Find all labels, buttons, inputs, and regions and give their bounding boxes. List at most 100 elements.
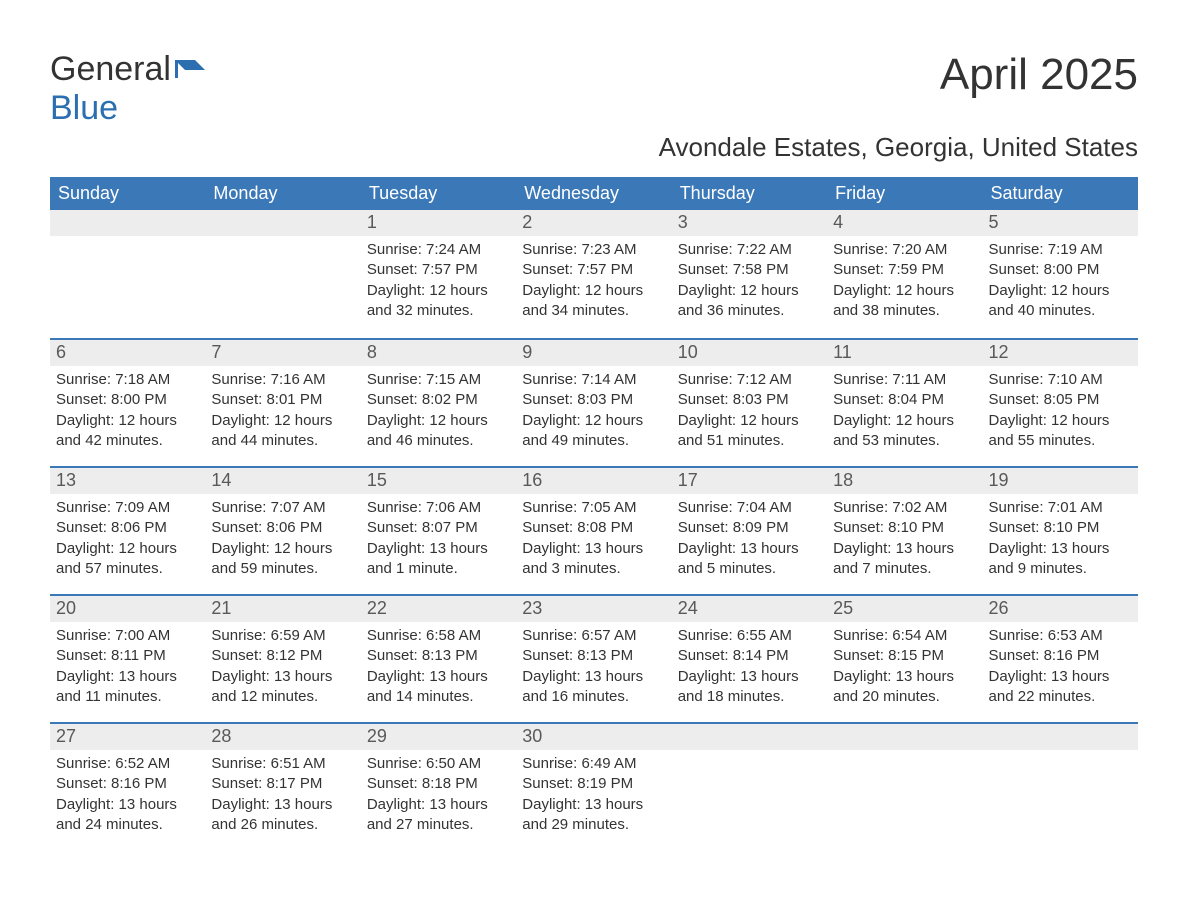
day-body: Sunrise: 7:06 AMSunset: 8:07 PMDaylight:…: [361, 494, 516, 589]
day-header: Monday: [205, 177, 360, 210]
daylight-text: Daylight: 13 hours and 16 minutes.: [522, 667, 665, 708]
day-number: 15: [361, 468, 516, 494]
day-cell: 24Sunrise: 6:55 AMSunset: 8:14 PMDayligh…: [672, 596, 827, 722]
sunset-text: Sunset: 8:05 PM: [989, 390, 1132, 410]
day-cell: 21Sunrise: 6:59 AMSunset: 8:12 PMDayligh…: [205, 596, 360, 722]
week-row: 6Sunrise: 7:18 AMSunset: 8:00 PMDaylight…: [50, 338, 1138, 466]
sunrise-text: Sunrise: 6:53 AM: [989, 626, 1132, 646]
sunset-text: Sunset: 8:11 PM: [56, 646, 199, 666]
day-body: Sunrise: 6:53 AMSunset: 8:16 PMDaylight:…: [983, 622, 1138, 717]
day-body: Sunrise: 6:54 AMSunset: 8:15 PMDaylight:…: [827, 622, 982, 717]
day-body: Sunrise: 7:18 AMSunset: 8:00 PMDaylight:…: [50, 366, 205, 461]
day-body: Sunrise: 7:01 AMSunset: 8:10 PMDaylight:…: [983, 494, 1138, 589]
day-header: Thursday: [672, 177, 827, 210]
day-number: 5: [983, 210, 1138, 236]
sunrise-text: Sunrise: 7:02 AM: [833, 498, 976, 518]
sunset-text: Sunset: 7:58 PM: [678, 260, 821, 280]
daylight-text: Daylight: 12 hours and 46 minutes.: [367, 411, 510, 452]
calendar-header-row: SundayMondayTuesdayWednesdayThursdayFrid…: [50, 177, 1138, 210]
sunset-text: Sunset: 8:14 PM: [678, 646, 821, 666]
day-body: Sunrise: 6:55 AMSunset: 8:14 PMDaylight:…: [672, 622, 827, 717]
day-cell: [983, 724, 1138, 850]
day-number: 28: [205, 724, 360, 750]
daylight-text: Daylight: 13 hours and 14 minutes.: [367, 667, 510, 708]
sunrise-text: Sunrise: 7:20 AM: [833, 240, 976, 260]
day-header: Tuesday: [361, 177, 516, 210]
day-number: 23: [516, 596, 671, 622]
daylight-text: Daylight: 12 hours and 42 minutes.: [56, 411, 199, 452]
sunset-text: Sunset: 8:16 PM: [989, 646, 1132, 666]
sunset-text: Sunset: 8:09 PM: [678, 518, 821, 538]
day-body: Sunrise: 7:12 AMSunset: 8:03 PMDaylight:…: [672, 366, 827, 461]
day-cell: 19Sunrise: 7:01 AMSunset: 8:10 PMDayligh…: [983, 468, 1138, 594]
day-number: 14: [205, 468, 360, 494]
sunset-text: Sunset: 8:00 PM: [56, 390, 199, 410]
day-body: Sunrise: 7:05 AMSunset: 8:08 PMDaylight:…: [516, 494, 671, 589]
sunrise-text: Sunrise: 6:49 AM: [522, 754, 665, 774]
sunrise-text: Sunrise: 7:12 AM: [678, 370, 821, 390]
day-body: Sunrise: 7:15 AMSunset: 8:02 PMDaylight:…: [361, 366, 516, 461]
day-number: 21: [205, 596, 360, 622]
day-cell: 13Sunrise: 7:09 AMSunset: 8:06 PMDayligh…: [50, 468, 205, 594]
daylight-text: Daylight: 13 hours and 29 minutes.: [522, 795, 665, 836]
daylight-text: Daylight: 12 hours and 51 minutes.: [678, 411, 821, 452]
sunset-text: Sunset: 7:57 PM: [367, 260, 510, 280]
sunrise-text: Sunrise: 7:18 AM: [56, 370, 199, 390]
daylight-text: Daylight: 13 hours and 12 minutes.: [211, 667, 354, 708]
day-number: 27: [50, 724, 205, 750]
month-title: April 2025: [940, 50, 1138, 100]
day-body: Sunrise: 7:09 AMSunset: 8:06 PMDaylight:…: [50, 494, 205, 589]
day-cell: [50, 210, 205, 338]
day-body: Sunrise: 7:19 AMSunset: 8:00 PMDaylight:…: [983, 236, 1138, 331]
daylight-text: Daylight: 12 hours and 40 minutes.: [989, 281, 1132, 322]
day-body: Sunrise: 7:10 AMSunset: 8:05 PMDaylight:…: [983, 366, 1138, 461]
day-body: Sunrise: 6:59 AMSunset: 8:12 PMDaylight:…: [205, 622, 360, 717]
day-cell: 6Sunrise: 7:18 AMSunset: 8:00 PMDaylight…: [50, 340, 205, 466]
sunrise-text: Sunrise: 7:23 AM: [522, 240, 665, 260]
daylight-text: Daylight: 13 hours and 20 minutes.: [833, 667, 976, 708]
day-body: Sunrise: 7:14 AMSunset: 8:03 PMDaylight:…: [516, 366, 671, 461]
daylight-text: Daylight: 12 hours and 34 minutes.: [522, 281, 665, 322]
empty-day-bar: [50, 210, 205, 236]
day-number: 1: [361, 210, 516, 236]
day-number: 11: [827, 340, 982, 366]
sunset-text: Sunset: 8:12 PM: [211, 646, 354, 666]
sunrise-text: Sunrise: 6:59 AM: [211, 626, 354, 646]
sunset-text: Sunset: 8:15 PM: [833, 646, 976, 666]
sunset-text: Sunset: 8:10 PM: [989, 518, 1132, 538]
day-cell: 4Sunrise: 7:20 AMSunset: 7:59 PMDaylight…: [827, 210, 982, 338]
sunrise-text: Sunrise: 7:05 AM: [522, 498, 665, 518]
day-header: Saturday: [983, 177, 1138, 210]
sunrise-text: Sunrise: 7:00 AM: [56, 626, 199, 646]
day-cell: 26Sunrise: 6:53 AMSunset: 8:16 PMDayligh…: [983, 596, 1138, 722]
week-row: 27Sunrise: 6:52 AMSunset: 8:16 PMDayligh…: [50, 722, 1138, 850]
day-number: 3: [672, 210, 827, 236]
day-body: Sunrise: 6:52 AMSunset: 8:16 PMDaylight:…: [50, 750, 205, 845]
day-number: 19: [983, 468, 1138, 494]
day-body: Sunrise: 7:07 AMSunset: 8:06 PMDaylight:…: [205, 494, 360, 589]
day-number: 7: [205, 340, 360, 366]
day-cell: 20Sunrise: 7:00 AMSunset: 8:11 PMDayligh…: [50, 596, 205, 722]
sunrise-text: Sunrise: 6:50 AM: [367, 754, 510, 774]
daylight-text: Daylight: 13 hours and 24 minutes.: [56, 795, 199, 836]
sunrise-text: Sunrise: 7:15 AM: [367, 370, 510, 390]
day-body: Sunrise: 7:04 AMSunset: 8:09 PMDaylight:…: [672, 494, 827, 589]
sunrise-text: Sunrise: 6:52 AM: [56, 754, 199, 774]
daylight-text: Daylight: 13 hours and 7 minutes.: [833, 539, 976, 580]
sunrise-text: Sunrise: 6:58 AM: [367, 626, 510, 646]
day-number: 8: [361, 340, 516, 366]
sunrise-text: Sunrise: 7:14 AM: [522, 370, 665, 390]
day-cell: [205, 210, 360, 338]
sunrise-text: Sunrise: 7:19 AM: [989, 240, 1132, 260]
sunset-text: Sunset: 7:59 PM: [833, 260, 976, 280]
calendar-body: 1 Sunrise: 7:24 AMSunset: 7:57 PM Daylight…: [50, 210, 1138, 850]
day-number: 12: [983, 340, 1138, 366]
day-number: 30: [516, 724, 671, 750]
logo-text-blue: Blue: [50, 89, 118, 127]
sunrise-text: Sunrise: 7:24 AM: [367, 240, 510, 260]
day-cell: 5Sunrise: 7:19 AMSunset: 8:00 PMDaylight…: [983, 210, 1138, 338]
sunset-text: Sunset: 8:02 PM: [367, 390, 510, 410]
daylight-text: Daylight: 13 hours and 1 minute.: [367, 539, 510, 580]
sunrise-text: Sunrise: 7:01 AM: [989, 498, 1132, 518]
sunset-text: Sunset: 8:03 PM: [522, 390, 665, 410]
